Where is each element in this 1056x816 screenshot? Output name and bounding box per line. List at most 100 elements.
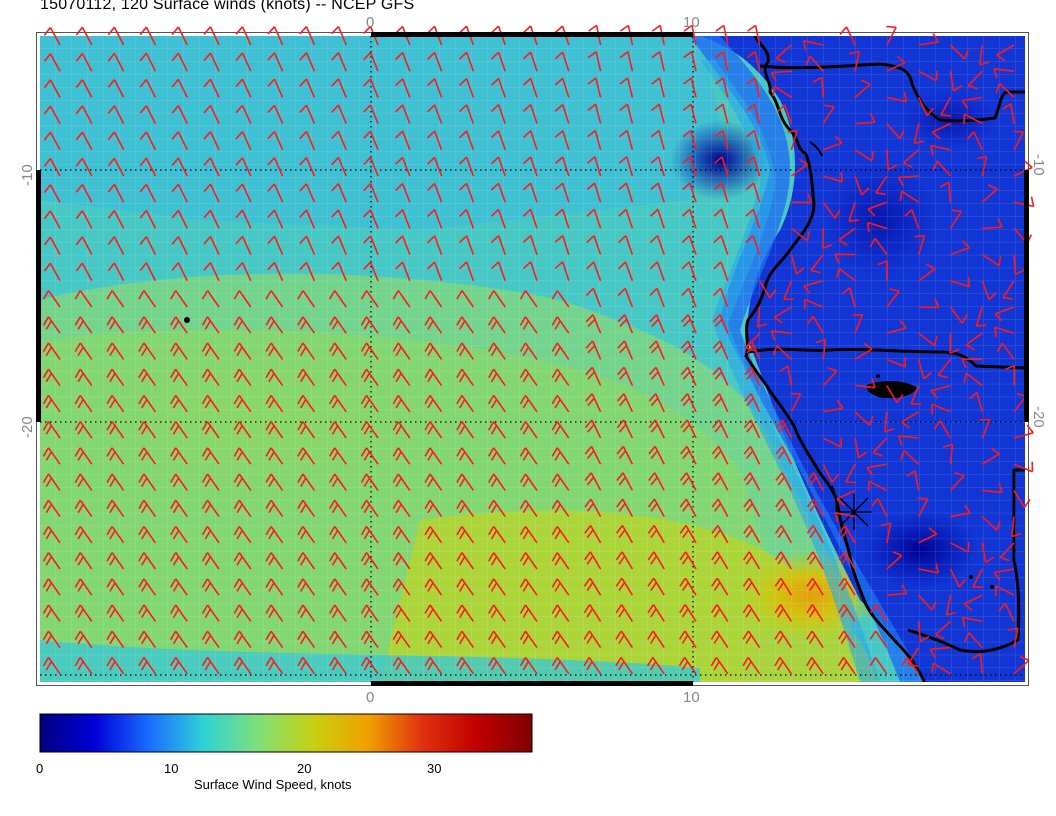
colorbar-tick-10: 10 xyxy=(164,761,178,776)
wind-barb xyxy=(617,366,634,386)
wind-barb xyxy=(848,201,859,223)
wind-barb xyxy=(297,499,316,518)
wind-barb xyxy=(170,578,188,596)
wind-barb xyxy=(616,419,634,439)
wind-barb xyxy=(299,26,316,46)
wind-barb xyxy=(74,604,93,622)
wind-barb xyxy=(586,208,602,229)
wind-barb xyxy=(424,447,443,465)
wind-barb xyxy=(297,421,316,439)
wind-barb xyxy=(950,276,971,288)
wind-barb xyxy=(806,630,824,649)
wind-barb xyxy=(363,52,379,72)
wind-barb xyxy=(758,280,777,299)
wind-barb xyxy=(43,27,61,46)
wind-barb xyxy=(551,656,570,675)
wind-barb xyxy=(649,235,665,255)
wind-barb xyxy=(424,552,443,570)
wind-barb xyxy=(427,261,443,282)
wind-barb xyxy=(395,156,411,177)
wind-barb xyxy=(42,342,61,360)
wind-barb xyxy=(75,131,93,151)
wind-barb xyxy=(961,96,983,110)
wind-barb xyxy=(519,578,538,596)
wind-barb xyxy=(267,209,284,229)
wind-barb xyxy=(617,261,634,282)
wind-barb xyxy=(331,104,347,124)
wind-barb xyxy=(170,473,188,491)
wind-barb xyxy=(615,630,634,649)
wind-barb xyxy=(584,419,602,439)
wind-barb xyxy=(519,447,538,465)
wind-barb xyxy=(950,504,971,518)
graticule xyxy=(40,36,1025,682)
wind-barb xyxy=(999,542,1015,562)
wind-barb xyxy=(838,525,856,544)
wind-barb xyxy=(395,235,411,255)
wind-barb xyxy=(107,79,125,98)
wind-barb xyxy=(456,525,475,544)
wind-barb xyxy=(681,314,697,334)
wind-barb xyxy=(203,26,220,46)
wind-barb xyxy=(683,77,697,98)
wind-barb xyxy=(395,261,411,282)
wind-barb xyxy=(235,209,252,229)
wind-barb xyxy=(775,445,793,465)
wind-barb xyxy=(583,577,602,596)
wind-barb xyxy=(931,662,951,675)
wind-barb xyxy=(994,585,1015,597)
wind-barb xyxy=(937,358,952,379)
wind-barb xyxy=(1013,461,1034,473)
wind-barb xyxy=(331,235,347,255)
wind-barb xyxy=(395,78,411,98)
wind-barb xyxy=(203,52,220,72)
wind-barb xyxy=(170,394,188,413)
wind-barb xyxy=(551,316,570,334)
wind-barb xyxy=(714,77,729,98)
wind-barb xyxy=(75,210,93,229)
wind-barb xyxy=(681,261,697,282)
wind-barb xyxy=(139,78,157,98)
wind-barb xyxy=(806,315,824,334)
wind-barb xyxy=(138,394,157,413)
wind-barb xyxy=(618,129,634,151)
wind-barb xyxy=(775,44,792,64)
wind-barb xyxy=(803,298,824,310)
wind-barb xyxy=(42,578,61,596)
wind-barb xyxy=(815,338,827,360)
wind-barb xyxy=(945,595,957,616)
wind-barb xyxy=(107,157,125,177)
wind-barb xyxy=(836,489,856,507)
wind-barb xyxy=(964,632,983,649)
wind-barb xyxy=(235,157,252,177)
wind-barb xyxy=(171,131,188,151)
wind-barb xyxy=(918,527,938,544)
wind-barb xyxy=(203,104,220,124)
wind-barb xyxy=(42,421,61,439)
colorbar-tick-30: 30 xyxy=(427,761,441,776)
wind-barb xyxy=(138,525,157,544)
wind-barb xyxy=(918,70,938,82)
wind-barb xyxy=(458,235,475,255)
wind-barb xyxy=(746,129,761,151)
wind-barb xyxy=(138,342,157,360)
wind-barb xyxy=(488,368,506,387)
wind-barb xyxy=(329,525,347,544)
wind-barb xyxy=(392,368,411,387)
wind-barb xyxy=(996,342,1015,360)
wind-barb xyxy=(743,551,761,570)
wind-barb xyxy=(679,551,697,570)
wind-barb xyxy=(297,656,316,675)
wind-barbs xyxy=(42,24,1035,675)
wind-barb xyxy=(615,577,634,596)
wind-barb xyxy=(1002,280,1015,300)
wind-barb xyxy=(906,470,920,491)
wind-barb xyxy=(900,450,920,465)
wind-barb xyxy=(940,97,952,117)
wind-barb xyxy=(297,394,316,413)
wind-barb xyxy=(235,26,252,46)
wind-barb xyxy=(203,209,220,229)
wind-barb xyxy=(299,78,316,98)
wind-barb xyxy=(329,552,347,570)
wind-barb xyxy=(424,499,443,518)
